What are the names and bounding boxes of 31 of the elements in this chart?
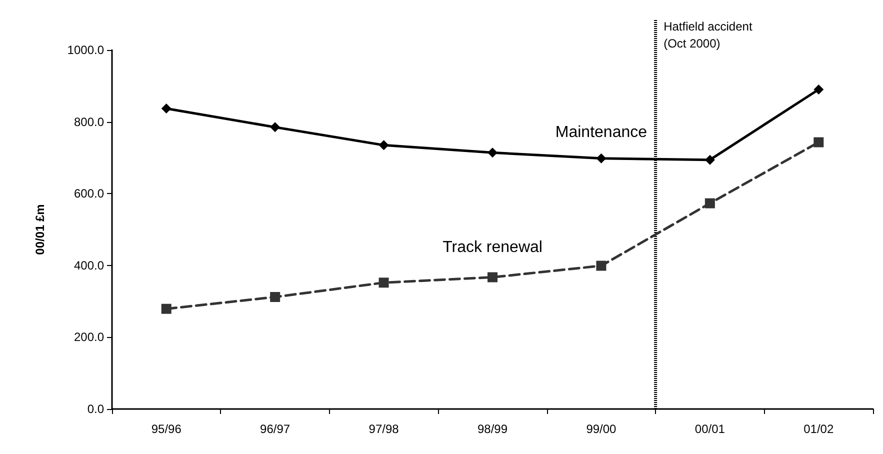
x-tick-label: 01/02 (804, 422, 834, 436)
series-label: Track renewal (442, 238, 542, 256)
point (704, 198, 715, 208)
point (270, 122, 280, 132)
point (488, 272, 498, 282)
x-tick-label: 97/98 (368, 422, 400, 436)
point (161, 104, 172, 114)
y-tick-label: 400.0 (74, 258, 104, 272)
x-tick-label: 99/00 (586, 422, 617, 436)
annotation: Hatfield accident (Oct 2000) (664, 20, 753, 50)
point (596, 153, 606, 164)
y-tick-label: 800.0 (74, 114, 104, 129)
point (814, 137, 824, 148)
point (596, 260, 606, 271)
point (270, 292, 280, 302)
x-tick-label: 95/96 (151, 422, 182, 436)
point (378, 278, 389, 288)
x-tick-label: 98/99 (477, 422, 508, 436)
point (814, 84, 824, 94)
y-tick-label: 200.0 (74, 330, 104, 344)
point (704, 154, 715, 165)
point (378, 140, 389, 150)
point (161, 304, 172, 314)
series-label: Maintenance (555, 124, 648, 142)
y-tick-label: 1000.0 (67, 43, 104, 57)
y-tick-label: 600.0 (74, 186, 104, 201)
point (488, 148, 498, 158)
y-tick-label: 0.0 (87, 402, 104, 416)
x-tick-label: 00/01 (694, 422, 726, 436)
y-axis-title: 00/01 £m (33, 204, 47, 255)
x-tick-label: 96/97 (260, 422, 290, 436)
